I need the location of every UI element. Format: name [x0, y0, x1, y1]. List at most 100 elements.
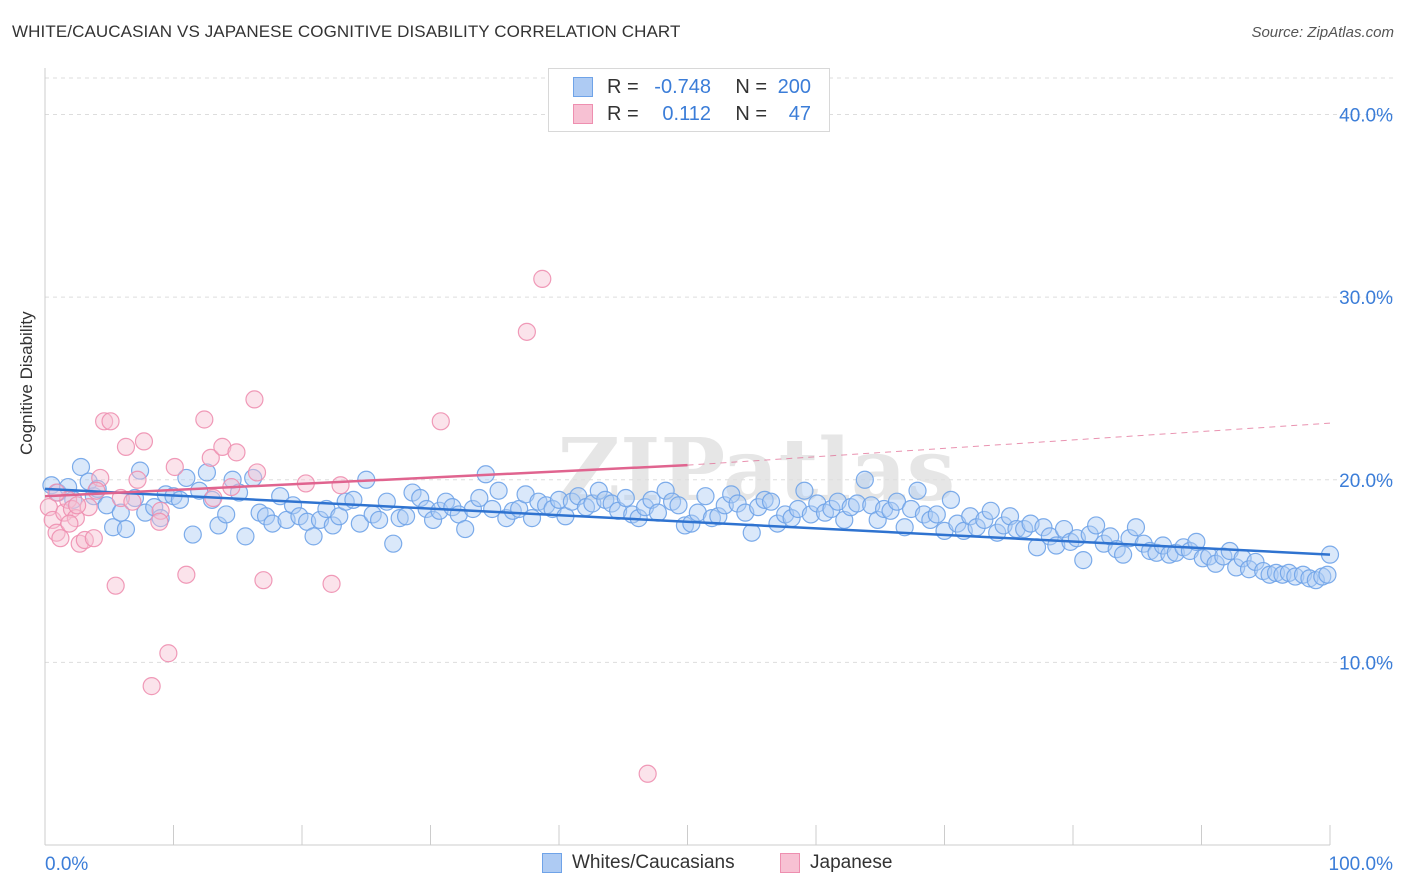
- white-point: [1074, 551, 1093, 570]
- japanese-point: [134, 432, 154, 451]
- white-point: [1087, 516, 1106, 535]
- white-point: [728, 494, 747, 513]
- white-point: [323, 516, 342, 535]
- white-point: [470, 488, 489, 508]
- japanese-point: [517, 322, 536, 341]
- japanese-point: [75, 530, 94, 550]
- white-point: [463, 499, 483, 519]
- white-point: [1318, 565, 1337, 584]
- japanese-point: [150, 512, 169, 531]
- japanese-point: [177, 565, 196, 584]
- japanese-point: [123, 492, 142, 511]
- japanese-point: [95, 412, 114, 431]
- japanese-point: [201, 448, 220, 467]
- r-label: R =: [607, 75, 639, 98]
- white-point: [456, 519, 475, 539]
- r-value: -0.748: [654, 75, 711, 98]
- legend-swatch-japanese: [573, 104, 593, 124]
- white-point: [183, 525, 202, 544]
- japanese-point: [60, 514, 79, 533]
- chart-title: WHITE/CAUCASIAN VS JAPANESE COGNITIVE DI…: [12, 22, 681, 41]
- white-point: [589, 481, 608, 500]
- white-point: [822, 499, 841, 519]
- y-tick-label: 40.0%: [1339, 106, 1393, 127]
- japanese-point: [227, 443, 246, 462]
- white-point: [801, 505, 820, 524]
- bottom-legend-label-whites: Whites/Caucasians: [572, 852, 735, 873]
- white-point: [116, 519, 136, 539]
- n-value: 200: [777, 75, 811, 98]
- x-tick-label: 0.0%: [45, 854, 88, 875]
- white-point: [443, 498, 462, 517]
- bottom-legend-swatch-whites: [542, 853, 562, 873]
- bottom-legend-label-japanese: Japanese: [810, 852, 893, 873]
- white-point: [742, 523, 761, 542]
- bottom-legend-swatch-japanese: [780, 853, 800, 873]
- white-point: [396, 507, 416, 526]
- white-point: [1126, 518, 1146, 537]
- white-point: [177, 468, 196, 488]
- japanese-point: [116, 437, 136, 456]
- white-point: [648, 503, 668, 522]
- japanese-point: [142, 677, 161, 696]
- white-point: [71, 457, 91, 477]
- white-point: [522, 509, 542, 528]
- white-point: [190, 481, 209, 500]
- n-value: 47: [788, 102, 811, 125]
- white-point: [263, 514, 282, 533]
- white-point: [1246, 552, 1265, 572]
- japanese-point: [331, 476, 350, 495]
- white-point: [350, 514, 369, 533]
- japanese-point: [159, 644, 178, 663]
- white-point: [696, 487, 715, 506]
- r-value: 0.112: [662, 102, 711, 125]
- legend-swatch-whites: [573, 77, 593, 97]
- white-point: [881, 501, 900, 520]
- white-point: [709, 507, 728, 526]
- white-point: [616, 488, 635, 508]
- japanese-point: [68, 496, 87, 515]
- white-point: [1187, 532, 1206, 551]
- white-point: [722, 485, 741, 504]
- white-point: [887, 492, 907, 511]
- y-tick-label: 10.0%: [1339, 653, 1393, 674]
- legend-row-whites: R = -0.748 N = 200: [573, 75, 811, 99]
- white-point: [669, 496, 688, 515]
- white-point: [868, 510, 887, 530]
- white-point: [217, 505, 236, 524]
- white-point: [795, 481, 814, 500]
- white-point: [848, 494, 867, 513]
- white-point: [855, 470, 874, 489]
- white-point: [390, 509, 409, 528]
- white-point: [97, 496, 116, 515]
- white-point: [602, 494, 621, 513]
- y-axis-label: Cognitive Disability: [17, 311, 36, 455]
- white-point: [1034, 518, 1053, 537]
- white-point: [489, 481, 508, 500]
- white-point: [1266, 563, 1286, 582]
- white-point: [927, 505, 946, 524]
- white-point: [761, 492, 781, 511]
- white-point: [111, 503, 130, 522]
- japanese-point: [213, 437, 232, 456]
- white-point: [304, 527, 323, 546]
- japanese-point: [638, 764, 657, 783]
- japanese-point: [47, 483, 66, 502]
- source-label: Source: ZipAtlas.com: [1251, 24, 1394, 41]
- white-point: [755, 490, 774, 509]
- japanese-point: [79, 498, 98, 517]
- white-point: [197, 463, 217, 482]
- japanese-point: [128, 470, 147, 489]
- white-point: [423, 510, 443, 530]
- japanese-point: [533, 269, 552, 288]
- bottom-legend-whites: Whites/Caucasians: [542, 852, 735, 874]
- white-point: [370, 510, 389, 530]
- y-tick-label: 20.0%: [1339, 471, 1393, 492]
- japanese-point: [101, 412, 120, 431]
- white-point: [503, 501, 522, 520]
- white-point: [656, 481, 675, 500]
- white-point: [981, 501, 1000, 520]
- japanese-point: [195, 410, 214, 429]
- white-point: [1120, 529, 1139, 548]
